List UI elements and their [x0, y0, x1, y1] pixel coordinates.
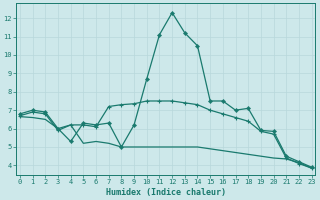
- X-axis label: Humidex (Indice chaleur): Humidex (Indice chaleur): [106, 188, 226, 197]
